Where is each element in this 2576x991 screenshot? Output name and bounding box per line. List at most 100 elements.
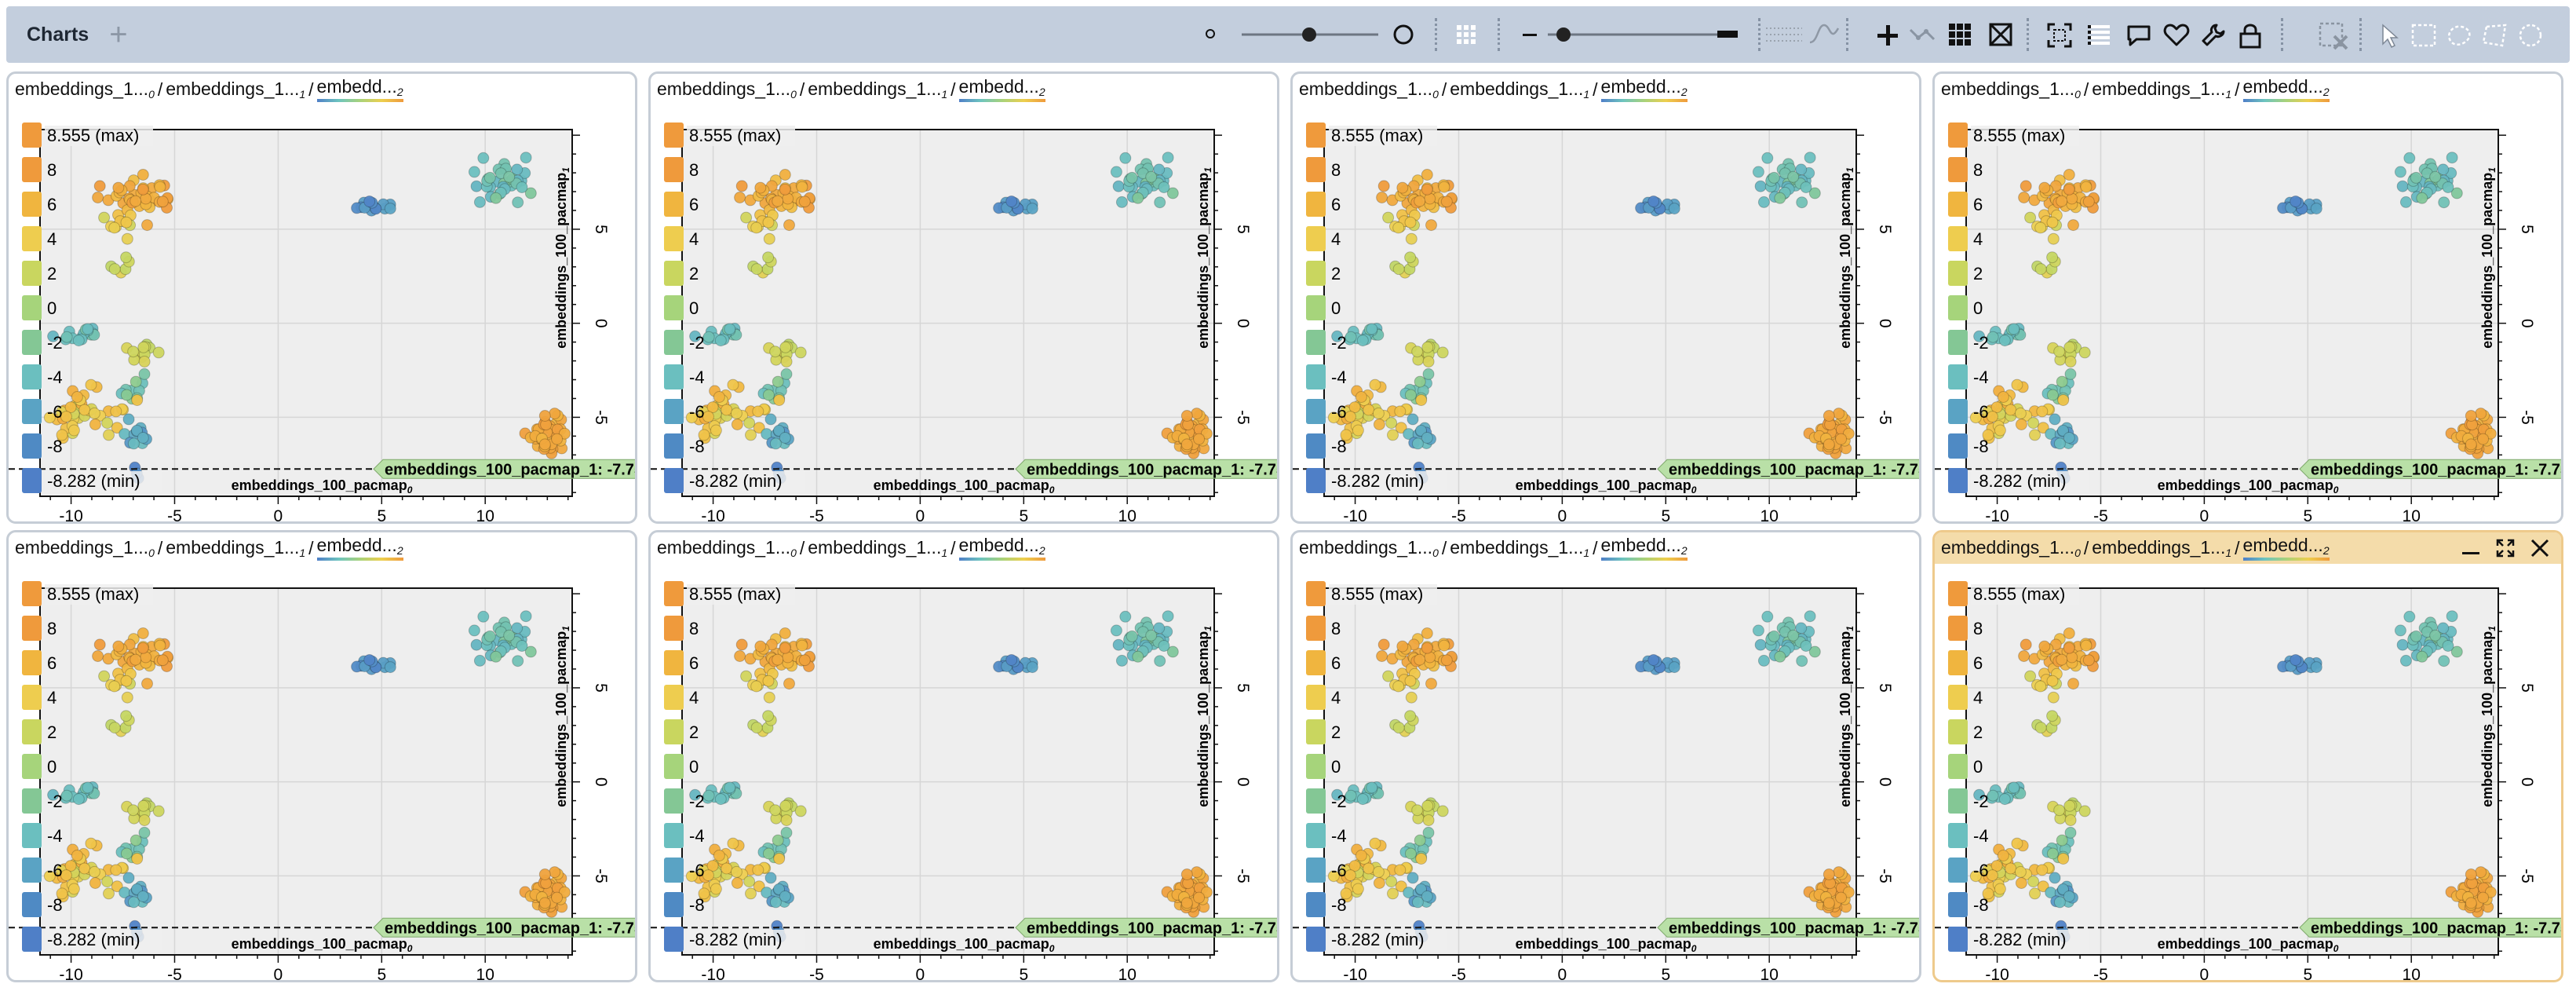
data-point[interactable] xyxy=(702,331,715,343)
data-point[interactable] xyxy=(1344,869,1356,882)
data-point[interactable] xyxy=(1132,650,1144,663)
data-point[interactable] xyxy=(2034,680,2047,693)
panel-header[interactable]: embeddings_1...0 / embeddings_1...1 / em… xyxy=(1293,74,1919,105)
data-point[interactable] xyxy=(127,896,140,909)
panel-header[interactable]: embeddings_1...0 / embeddings_1...1 / em… xyxy=(1935,74,2561,105)
data-point[interactable] xyxy=(2394,166,2406,178)
data-point[interactable] xyxy=(1668,661,1680,674)
data-point[interactable] xyxy=(1145,629,1158,642)
data-point[interactable] xyxy=(1425,678,1437,690)
data-point[interactable] xyxy=(1166,645,1179,658)
data-point[interactable] xyxy=(108,680,121,693)
breadcrumb-color-axis[interactable]: embedd...2 xyxy=(2242,535,2330,561)
data-point[interactable] xyxy=(2064,826,2077,839)
data-point[interactable] xyxy=(1407,413,1419,426)
data-point[interactable] xyxy=(1440,196,1453,208)
data-point[interactable] xyxy=(724,781,736,794)
data-point[interactable] xyxy=(110,405,122,418)
data-point[interactable] xyxy=(764,872,777,884)
data-point[interactable] xyxy=(2396,638,2409,651)
data-point[interactable] xyxy=(1411,896,1424,909)
data-point[interactable] xyxy=(1761,610,1774,623)
data-point[interactable] xyxy=(137,432,149,444)
data-point[interactable] xyxy=(1166,187,1179,199)
data-point[interactable] xyxy=(1668,203,1680,215)
breadcrumb-x-axis[interactable]: embeddings_1...0 xyxy=(1941,79,2081,101)
data-point[interactable] xyxy=(754,640,767,653)
data-point[interactable] xyxy=(698,887,710,900)
data-point[interactable] xyxy=(477,610,490,623)
data-point[interactable] xyxy=(1800,640,1812,652)
data-point[interactable] xyxy=(538,438,551,451)
data-point[interactable] xyxy=(1110,166,1122,178)
data-point[interactable] xyxy=(1774,650,1786,663)
data-point[interactable] xyxy=(2005,862,2017,875)
data-point[interactable] xyxy=(60,331,73,343)
data-point[interactable] xyxy=(64,860,77,872)
data-point[interactable] xyxy=(2018,650,2031,662)
breadcrumb-y-axis[interactable]: embeddings_1...1 xyxy=(1450,79,1590,101)
data-point[interactable] xyxy=(60,789,73,802)
data-point[interactable] xyxy=(2446,610,2458,623)
data-point[interactable] xyxy=(1796,196,1808,209)
data-point[interactable] xyxy=(1396,181,1409,194)
data-point[interactable] xyxy=(1787,629,1800,642)
data-point[interactable] xyxy=(2056,834,2068,847)
scatter-plot[interactable]: -10 -5 0 5 10-505embeddings_100_pacmap0embed… xyxy=(1293,564,1921,982)
data-point[interactable] xyxy=(1973,788,1986,801)
data-point[interactable] xyxy=(137,642,149,654)
data-point[interactable] xyxy=(1833,408,1845,420)
data-point[interactable] xyxy=(1382,670,1395,682)
data-point[interactable] xyxy=(762,251,775,264)
opacity-increase-icon[interactable] xyxy=(1716,25,1739,44)
data-point[interactable] xyxy=(2037,422,2049,434)
data-point[interactable] xyxy=(2046,847,2059,860)
panel-header[interactable]: embeddings_1...0 / embeddings_1...1 / em… xyxy=(9,74,635,105)
data-point[interactable] xyxy=(2484,427,2497,440)
scatter-plot[interactable]: -10 -5 0 5 10-505embeddings_100_pacmap0embed… xyxy=(1935,564,2563,982)
data-point[interactable] xyxy=(47,788,60,801)
data-point[interactable] xyxy=(2063,169,2075,181)
data-point[interactable] xyxy=(1823,897,1835,909)
data-point[interactable] xyxy=(2450,645,2463,658)
data-point[interactable] xyxy=(2410,171,2422,184)
data-point[interactable] xyxy=(2082,196,2095,208)
reference-line-tag[interactable] xyxy=(2299,917,2563,938)
data-point[interactable] xyxy=(1366,781,1378,794)
data-point[interactable] xyxy=(1404,251,1417,264)
data-point[interactable] xyxy=(2034,722,2047,734)
data-point[interactable] xyxy=(2005,404,2017,416)
data-point[interactable] xyxy=(1387,429,1399,441)
data-point[interactable] xyxy=(721,862,733,875)
panel-header[interactable]: embeddings_1...0 / embeddings_1...1 / em… xyxy=(9,532,635,564)
data-point[interactable] xyxy=(1026,203,1038,215)
data-point[interactable] xyxy=(750,221,763,234)
data-point[interactable] xyxy=(127,437,140,450)
breadcrumb-x-axis[interactable]: embeddings_1...0 xyxy=(1299,537,1439,559)
breadcrumb-y-axis[interactable]: embeddings_1...1 xyxy=(166,537,306,559)
data-point[interactable] xyxy=(71,850,83,861)
data-point[interactable] xyxy=(1180,438,1193,451)
data-point[interactable] xyxy=(794,805,807,817)
data-point[interactable] xyxy=(138,368,151,380)
data-point[interactable] xyxy=(112,640,125,653)
data-point[interactable] xyxy=(1395,422,1407,434)
data-point[interactable] xyxy=(1754,180,1767,192)
data-point[interactable] xyxy=(1180,410,1193,422)
data-point[interactable] xyxy=(1126,171,1138,184)
opacity-slider[interactable] xyxy=(1546,25,1735,44)
data-point[interactable] xyxy=(1422,814,1435,826)
data-point[interactable] xyxy=(2047,232,2060,245)
data-point[interactable] xyxy=(1363,404,1375,416)
data-point[interactable] xyxy=(1387,887,1399,900)
data-point[interactable] xyxy=(1193,891,1206,904)
data-point[interactable] xyxy=(1376,650,1388,662)
reference-line-tag[interactable] xyxy=(2299,459,2563,479)
panel-header[interactable]: embeddings_1...0 / embeddings_1...1 / em… xyxy=(651,532,1277,564)
data-point[interactable] xyxy=(796,181,808,193)
data-point[interactable] xyxy=(1757,654,1770,667)
data-point[interactable] xyxy=(1193,433,1206,445)
breadcrumb-y-axis[interactable]: embeddings_1...1 xyxy=(1450,537,1590,559)
data-point[interactable] xyxy=(2438,655,2450,667)
data-point[interactable] xyxy=(2046,216,2059,229)
